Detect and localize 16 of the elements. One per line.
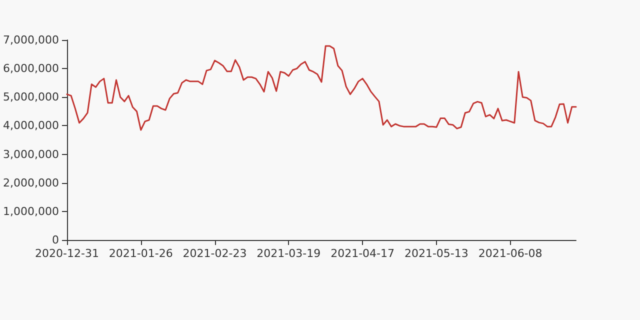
y-tick-label: 3,000,000 (3, 148, 59, 161)
y-tick-label: 6,000,000 (3, 62, 59, 76)
y-tick-label: 5,000,000 (3, 90, 59, 104)
y-tick-label: 4,000,000 (3, 119, 59, 132)
y-tick-label: 2,000,000 (3, 176, 59, 190)
x-tick-label: 2021-02-23 (182, 247, 247, 260)
x-tick-label: 2021-01-26 (108, 247, 173, 260)
y-tick-label: 0 (52, 234, 59, 246)
y-tick-label: 1,000,000 (3, 204, 59, 218)
x-tick-label: 2021-03-19 (256, 247, 321, 260)
line-series (66, 45, 577, 131)
x-tick-label: 2021-04-17 (330, 247, 395, 260)
x-tick-label: 2021-06-08 (478, 247, 542, 260)
y-tick-label: 7,000,000 (3, 34, 59, 46)
x-tick-label: 2021-05-13 (404, 247, 468, 260)
x-tick-label: 2020-12-31 (35, 247, 99, 260)
